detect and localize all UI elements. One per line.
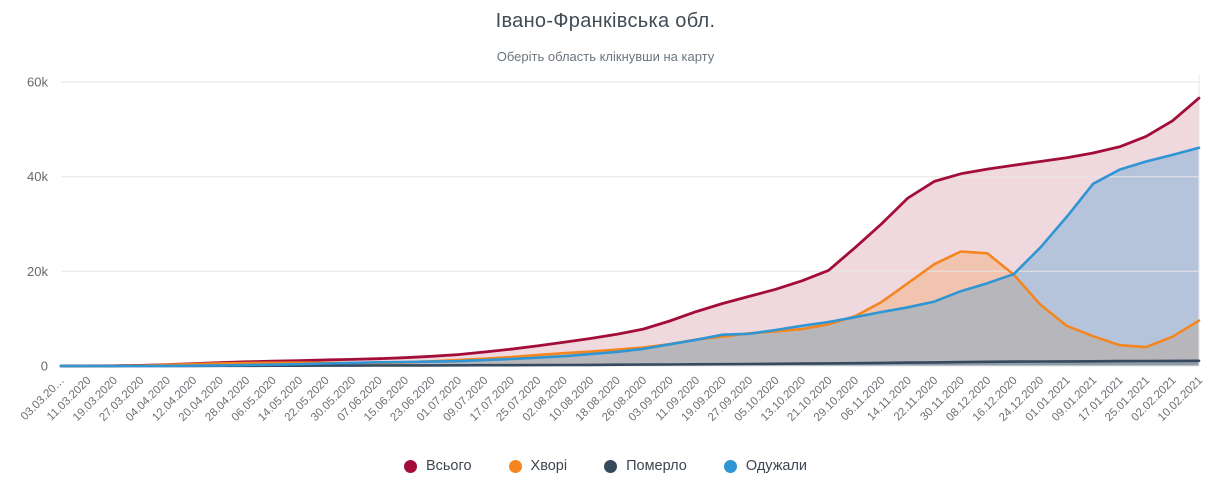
- legend-label-dead: Померло: [626, 458, 687, 474]
- legend-marker-recovered: [723, 459, 737, 473]
- series-line-recovered: [59, 146, 1201, 368]
- legend-label-total: Всього: [425, 458, 472, 474]
- series-area-total: [61, 98, 1199, 366]
- legend-item-sick[interactable]: Хворі: [508, 458, 568, 474]
- chart-legend: Всього Хворі Померло Одужали: [0, 458, 1211, 474]
- legend-label-sick: Хворі: [530, 458, 568, 474]
- y-axis-label: 40k: [27, 169, 48, 184]
- legend-marker-total: [403, 459, 417, 473]
- chart-subtitle: Оберіть область клікнувши на карту: [496, 49, 715, 64]
- legend-marker-sick: [508, 459, 522, 473]
- series-area-sick: [61, 251, 1199, 366]
- y-axis-label: 60k: [27, 75, 48, 90]
- series-area-dead: [61, 360, 1199, 366]
- legend-item-total[interactable]: Всього: [403, 458, 472, 474]
- legend-marker-dead: [604, 459, 618, 473]
- legend-item-recovered[interactable]: Одужали: [723, 458, 808, 474]
- series-area-recovered: [61, 147, 1199, 366]
- chart-title: Івано-Франківська обл.: [495, 10, 716, 32]
- y-axis-label: 0: [41, 359, 48, 374]
- legend-item-dead[interactable]: Померло: [604, 458, 687, 474]
- legend-label-recovered: Одужали: [745, 458, 808, 474]
- series-line-sick: [59, 250, 1201, 368]
- y-axis-label: 20k: [27, 264, 48, 279]
